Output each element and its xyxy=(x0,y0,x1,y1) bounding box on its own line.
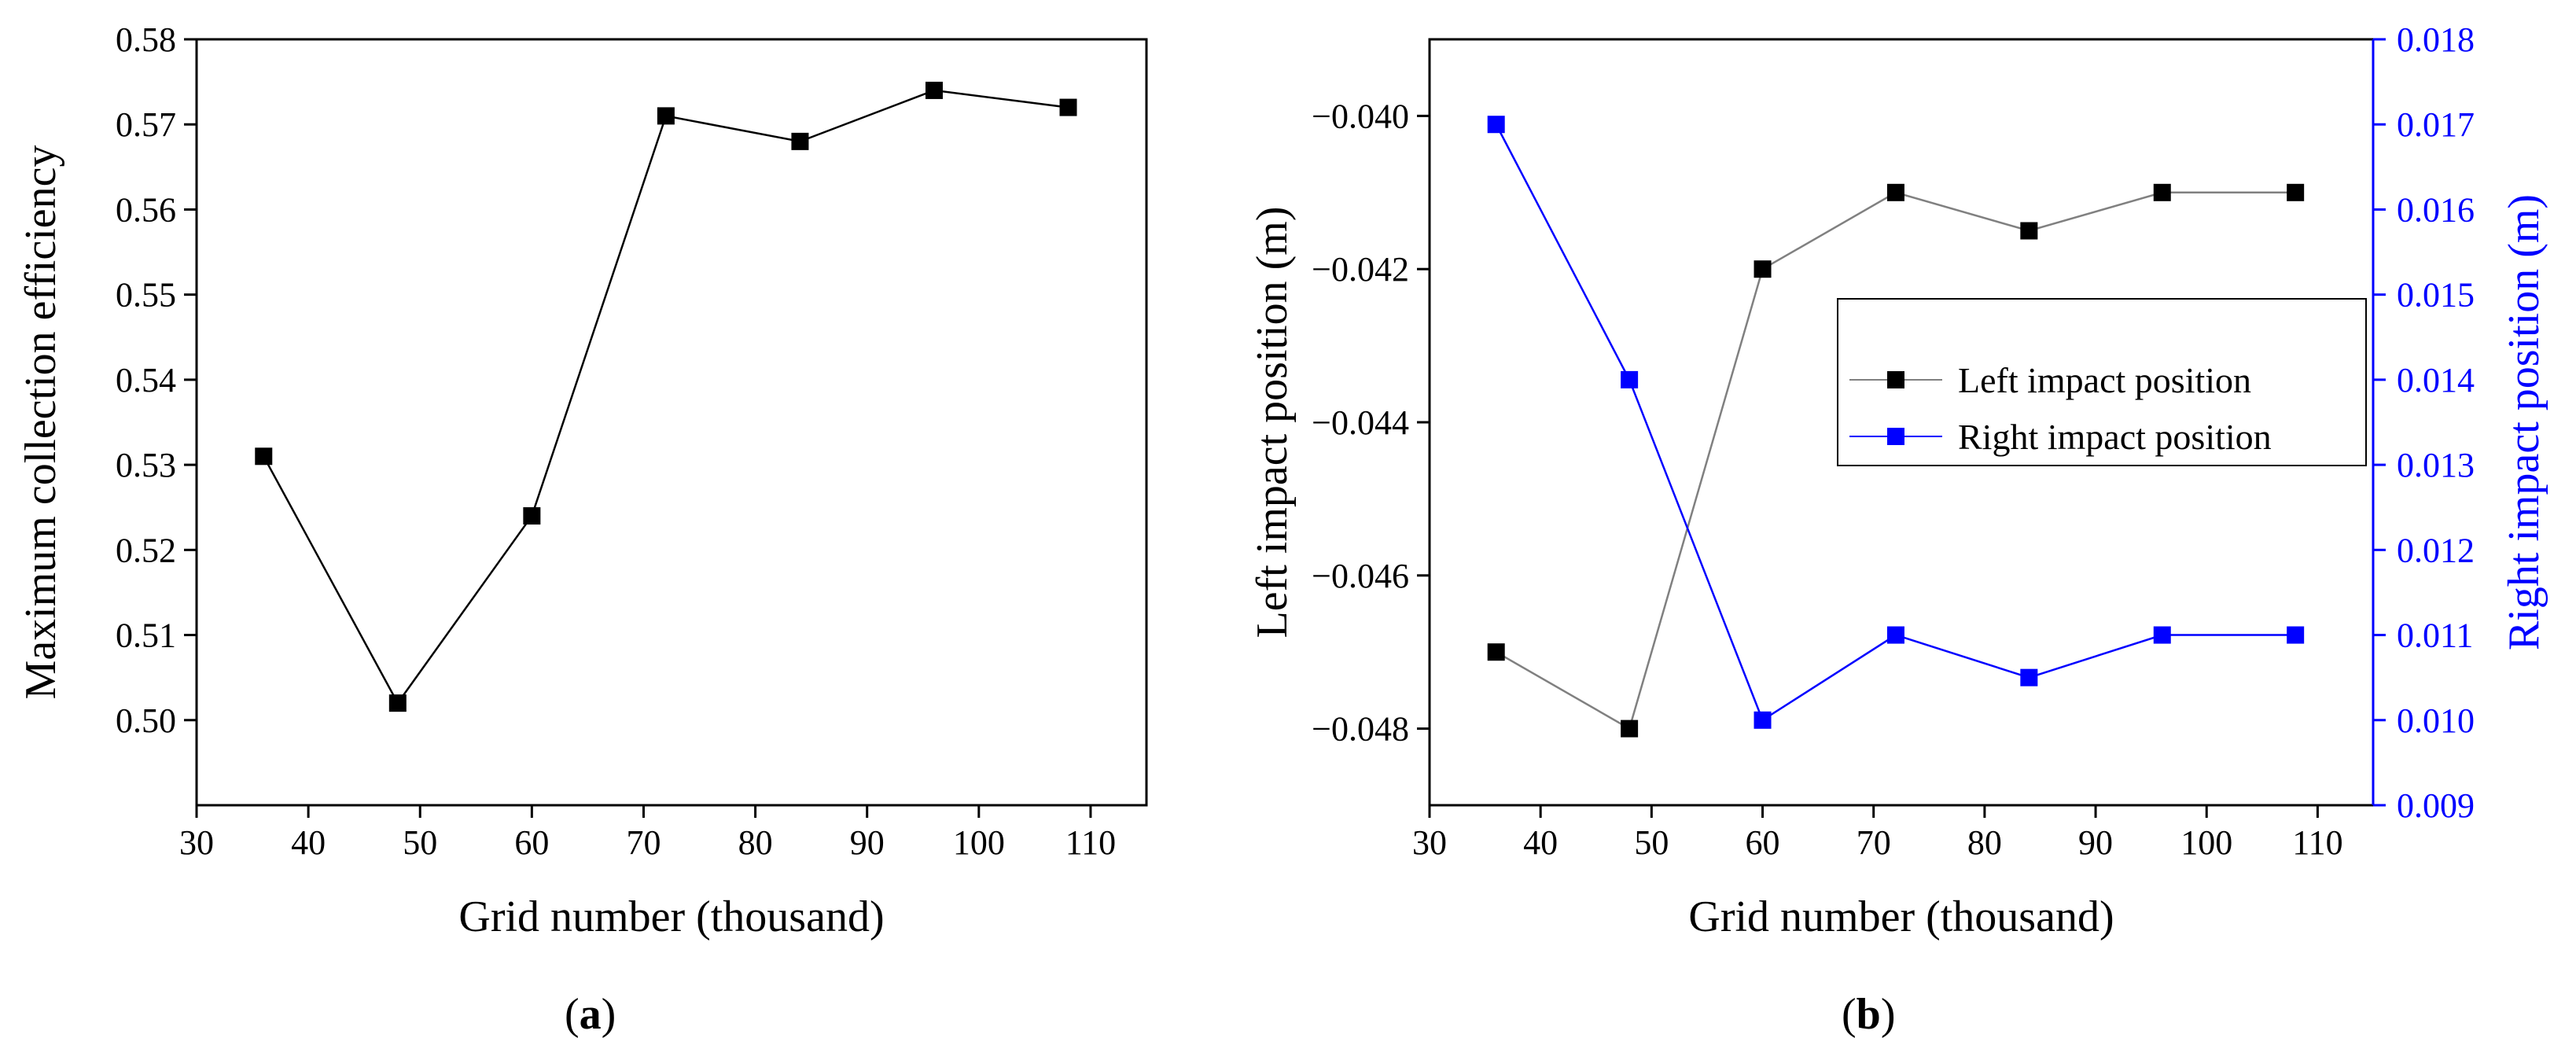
a-ytick-label: 0.58 xyxy=(116,20,176,59)
b-right-data-point xyxy=(1754,711,1772,729)
chart-a-plot-frame xyxy=(195,38,1148,807)
a-xtick-label: 110 xyxy=(1065,823,1116,862)
a-ytick-label: 0.56 xyxy=(116,190,176,229)
legend-frame xyxy=(1837,298,2367,466)
b-xtick-label: 40 xyxy=(1523,823,1558,862)
legend-marker-left xyxy=(1887,371,1904,388)
b-left-data-point xyxy=(2020,222,2038,240)
b-ytick-right-label: 0.014 xyxy=(2397,361,2475,399)
a-ytick-label: 0.51 xyxy=(116,616,176,655)
b-right-data-point xyxy=(2020,668,2038,686)
a-data-point xyxy=(657,107,675,125)
b-ytick-label: −0.046 xyxy=(1312,557,1409,595)
b-xtick-label: 70 xyxy=(1857,823,1891,862)
a-xtick-label: 90 xyxy=(850,823,885,862)
a-xtick-label: 70 xyxy=(626,823,661,862)
b-ytick-right-label: 0.015 xyxy=(2397,276,2475,315)
chart-b: 30 40 50 60 70 80 90 100 110 −0.048 −0.046 −0.044 −… xyxy=(1248,20,2548,1039)
a-ytick-label: 0.57 xyxy=(116,105,176,144)
chart-b-xlabel: Grid number (thousand) xyxy=(1688,893,2114,941)
b-ytick-label: −0.044 xyxy=(1312,403,1409,442)
b-ytick-label: −0.040 xyxy=(1312,97,1409,135)
b-xtick-label: 110 xyxy=(2292,823,2342,862)
b-right-data-point xyxy=(1886,626,1904,644)
b-xtick-label: 100 xyxy=(2180,823,2232,862)
b-xtick-label: 60 xyxy=(1746,823,1780,862)
a-xtick-label: 60 xyxy=(514,823,549,862)
panel-label-b: (b) xyxy=(1842,990,1895,1039)
b-left-data-point xyxy=(1487,643,1505,661)
legend-label-right: Right impact position xyxy=(1958,417,2272,457)
b-ytick-right-label: 0.016 xyxy=(2397,190,2475,229)
b-xtick-label: 30 xyxy=(1412,823,1447,862)
b-ytick-right-label: 0.013 xyxy=(2397,446,2475,484)
b-left-data-point xyxy=(1886,183,1904,201)
b-right-data-point xyxy=(1487,116,1505,134)
a-series-line xyxy=(263,89,1069,705)
a-ytick-label: 0.54 xyxy=(116,361,176,399)
chart-b-legend: Left impact position Right impact positi… xyxy=(1837,298,2367,466)
b-left-data-point xyxy=(2287,183,2305,201)
a-ytick-label: 0.53 xyxy=(116,446,176,484)
panel-label-a: (a) xyxy=(565,990,616,1039)
legend-label-left: Left impact position xyxy=(1958,360,2251,400)
b-left-data-point xyxy=(2153,183,2171,201)
a-data-point xyxy=(791,132,809,150)
b-right-data-point xyxy=(2287,626,2305,644)
a-ytick-label: 0.52 xyxy=(116,531,176,569)
a-data-point xyxy=(255,447,273,466)
a-data-point xyxy=(925,81,943,99)
a-data-point xyxy=(388,694,407,712)
b-left-data-point xyxy=(1754,260,1772,278)
b-ytick-label: −0.048 xyxy=(1312,710,1409,749)
chart-a-ylabel: Maximum collection efficiency xyxy=(17,145,65,700)
a-data-point xyxy=(523,507,541,525)
chart-a-xlabel: Grid number (thousand) xyxy=(458,893,884,941)
b-ytick-right-label: 0.018 xyxy=(2397,20,2475,59)
a-ytick-label: 0.50 xyxy=(116,701,176,740)
b-right-data-point xyxy=(1621,370,1639,388)
a-xtick-label: 100 xyxy=(953,823,1005,862)
b-xtick-label: 50 xyxy=(1634,823,1669,862)
chart-b-ylabel-left: Left impact position (m) xyxy=(1248,207,1297,639)
b-ytick-right-label: 0.011 xyxy=(2397,616,2473,655)
b-xtick-label: 80 xyxy=(1967,823,2002,862)
a-ytick-label: 0.55 xyxy=(116,276,176,315)
b-ytick-label: −0.042 xyxy=(1312,250,1409,289)
a-xtick-label: 30 xyxy=(179,823,214,862)
chart-a: 30 40 50 60 70 80 90 100 110 0.50 0.51 0.52 0.53 0.5… xyxy=(17,20,1148,1039)
a-xtick-label: 40 xyxy=(291,823,326,862)
a-data-point xyxy=(1059,98,1077,116)
b-ytick-right-label: 0.009 xyxy=(2397,786,2475,825)
b-left-data-point xyxy=(1621,720,1639,738)
b-ytick-right-label: 0.010 xyxy=(2397,701,2475,740)
chart-b-ylabel-right: Right impact position (m) xyxy=(2500,194,2548,650)
a-xtick-label: 80 xyxy=(738,823,773,862)
b-right-data-point xyxy=(2153,626,2171,644)
legend-marker-right xyxy=(1887,428,1904,445)
a-xtick-label: 50 xyxy=(403,823,437,862)
b-ytick-right-label: 0.017 xyxy=(2397,105,2475,144)
b-ytick-right-label: 0.012 xyxy=(2397,531,2475,569)
b-xtick-label: 90 xyxy=(2078,823,2113,862)
